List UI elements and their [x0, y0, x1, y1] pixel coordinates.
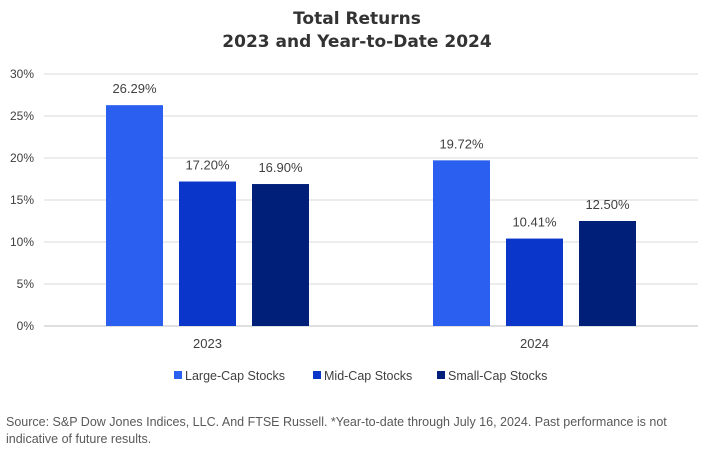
legend-swatch: [437, 371, 445, 379]
data-label: 12.50%: [585, 197, 630, 212]
data-label: 26.29%: [112, 81, 157, 96]
chart-subtitle: 2023 and Year-to-Date 2024: [222, 32, 492, 52]
source-note: Source: S&P Dow Jones Indices, LLC. And …: [6, 415, 667, 446]
x-axis-categories: 2023 2024: [193, 336, 549, 351]
data-label: 16.90%: [258, 160, 303, 175]
data-label: 10.41%: [512, 215, 557, 230]
y-tick-label: 15%: [10, 193, 34, 207]
y-tick-label: 10%: [10, 235, 34, 249]
bar: [106, 105, 163, 326]
y-tick-label: 5%: [17, 277, 35, 291]
data-labels: 26.29% 17.20% 16.90% 19.72% 10.41% 12.50%: [112, 81, 630, 229]
y-tick-label: 0%: [17, 319, 35, 333]
legend-label: Small-Cap Stocks: [448, 369, 547, 383]
y-tick-label: 25%: [10, 109, 34, 123]
data-label: 19.72%: [439, 136, 484, 151]
y-tick-label: 30%: [10, 67, 34, 81]
x-tick-label: 2023: [193, 336, 222, 351]
chart-title: Total Returns: [293, 9, 421, 29]
bar-chart: Total Returns 2023 and Year-to-Date 2024…: [10, 9, 698, 383]
y-axis-ticks: 0% 5% 10% 15% 20% 25% 30%: [10, 67, 34, 333]
legend-label: Mid-Cap Stocks: [324, 369, 412, 383]
legend-swatch: [313, 371, 321, 379]
bar: [433, 160, 490, 326]
data-label: 17.20%: [185, 158, 230, 173]
legend-swatch: [174, 371, 182, 379]
bar: [579, 221, 636, 326]
bar: [252, 184, 309, 326]
legend: Large-Cap Stocks Mid-Cap Stocks Small-Cap …: [174, 369, 547, 383]
y-tick-label: 20%: [10, 151, 34, 165]
bar: [179, 181, 236, 326]
legend-label: Large-Cap Stocks: [185, 369, 285, 383]
bars: [106, 105, 636, 326]
x-tick-label: 2024: [520, 336, 549, 351]
bar: [506, 238, 563, 326]
